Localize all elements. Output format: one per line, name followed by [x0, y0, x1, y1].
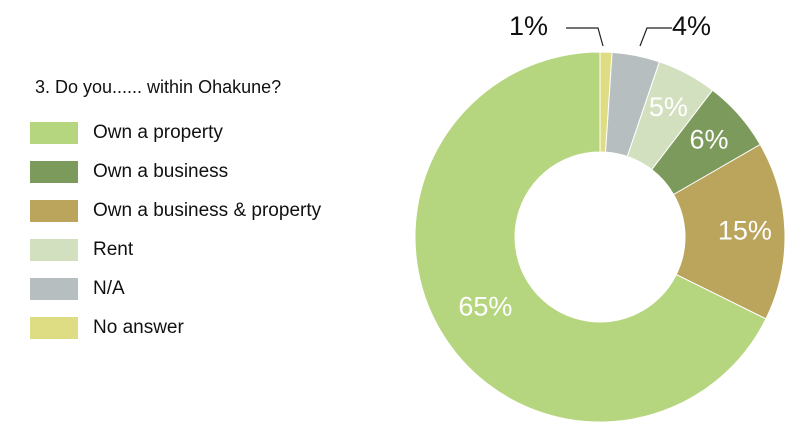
value-label: 1% — [509, 11, 548, 41]
value-label: 5% — [649, 92, 688, 122]
legend-swatch — [30, 122, 78, 144]
legend-label: Own a business — [93, 161, 228, 182]
legend-label: Own a property — [93, 122, 223, 143]
value-label: 15% — [718, 215, 772, 245]
value-label: 65% — [458, 291, 512, 321]
legend-label: N/A — [93, 278, 125, 299]
value-label: 4% — [672, 11, 711, 41]
legend-swatch — [30, 317, 78, 339]
value-label: 6% — [690, 125, 729, 155]
legend-swatch — [30, 278, 78, 300]
chart-title: 3. Do you...... within Ohakune? — [35, 77, 281, 97]
legend-swatch — [30, 239, 78, 261]
donut-slice — [672, 143, 786, 320]
legend-label: No answer — [93, 317, 184, 338]
legend-label: Own a business & property — [93, 200, 322, 221]
donut-slice — [414, 51, 767, 423]
legend-swatch — [30, 200, 78, 222]
leader-line — [566, 27, 604, 47]
legend-swatch — [30, 161, 78, 183]
leader-line — [639, 27, 672, 47]
legend-label: Rent — [93, 239, 134, 260]
